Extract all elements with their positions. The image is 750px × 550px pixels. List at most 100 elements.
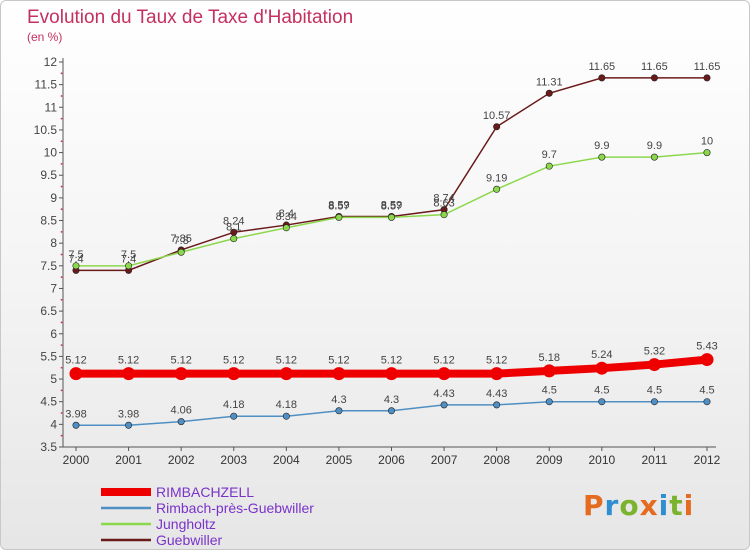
data-label: 5.12 <box>486 355 507 367</box>
data-label: 7.8 <box>174 235 189 247</box>
y-tick-label: 10 <box>44 146 58 160</box>
y-minor-tick <box>60 276 63 279</box>
y-minor-tick <box>60 412 63 414</box>
data-point <box>174 367 188 381</box>
data-point <box>440 401 448 409</box>
data-label: 5.18 <box>539 352 560 364</box>
data-point <box>387 213 395 221</box>
y-tick-label: 8.5 <box>40 214 57 228</box>
data-label: 11.65 <box>641 61 668 73</box>
data-point <box>387 407 395 415</box>
y-tick-label: 3.5 <box>40 440 57 454</box>
y-minor-tick <box>60 117 63 120</box>
data-label: 8.57 <box>328 200 349 212</box>
y-tick-label: 4.5 <box>40 395 57 409</box>
data-point <box>703 149 711 157</box>
data-label: 9.9 <box>647 140 662 152</box>
data-label: 5.12 <box>170 355 191 367</box>
data-point <box>177 248 185 256</box>
data-point <box>72 421 80 429</box>
data-point <box>335 213 343 221</box>
data-point <box>650 153 658 161</box>
chart-title: Evolution du Taux de Taxe d'Habitation <box>27 7 354 28</box>
legend-label: Guebwiller <box>156 532 222 548</box>
data-point <box>440 211 448 219</box>
y-minor-tick <box>60 389 63 392</box>
data-point <box>650 74 658 82</box>
data-label: 4.43 <box>433 388 454 400</box>
y-minor-tick <box>60 72 63 75</box>
data-label: 5.32 <box>644 346 665 358</box>
data-point <box>545 398 553 406</box>
y-tick-label: 10.5 <box>34 123 58 137</box>
data-label: 8.59 <box>381 199 402 211</box>
y-tick-label: 12 <box>44 55 58 69</box>
data-point <box>335 407 343 415</box>
y-minor-tick <box>60 140 63 143</box>
data-point <box>282 412 290 420</box>
data-label: 4.5 <box>647 385 662 397</box>
data-label: 4.5 <box>699 385 714 397</box>
data-label: 3.98 <box>118 408 139 420</box>
y-minor-tick <box>60 366 63 369</box>
data-label: 4.43 <box>486 388 507 400</box>
data-point <box>598 74 606 82</box>
x-tick-label: 2003 <box>220 453 247 467</box>
data-label: 5.12 <box>328 355 349 367</box>
data-label: 5.12 <box>118 355 139 367</box>
data-point <box>703 74 711 82</box>
y-minor-tick <box>60 163 63 165</box>
data-point <box>385 367 398 381</box>
y-tick-label: 4 <box>50 417 57 431</box>
data-label: 10.57 <box>483 110 511 122</box>
data-label: 7.5 <box>121 249 136 261</box>
data-point <box>437 367 451 381</box>
y-minor-tick <box>60 344 63 346</box>
data-point <box>490 367 504 381</box>
logo-letter: i <box>658 489 670 522</box>
data-label: 4.18 <box>223 399 244 411</box>
data-point <box>542 364 556 378</box>
data-point <box>69 367 83 381</box>
x-tick-label: 2012 <box>694 453 721 467</box>
x-tick-label: 2000 <box>63 453 90 467</box>
data-label: 8.34 <box>276 211 297 223</box>
logo-letter: o <box>619 489 640 522</box>
y-tick-label: 9 <box>50 191 57 205</box>
legend-label: Rimbach-près-Guebwiller <box>156 500 314 516</box>
data-point <box>72 262 80 270</box>
y-tick-label: 9.5 <box>40 168 57 182</box>
data-point <box>703 398 711 406</box>
data-point <box>595 361 609 375</box>
data-label: 5.24 <box>591 349 612 361</box>
data-label: 11.65 <box>588 61 615 73</box>
x-tick-label: 2002 <box>168 453 195 467</box>
data-label: 5.12 <box>223 355 244 367</box>
y-minor-tick <box>60 253 63 256</box>
y-tick-label: 6.5 <box>40 304 57 318</box>
x-tick-label: 2001 <box>115 453 142 467</box>
data-label: 4.06 <box>170 405 191 417</box>
data-label: 3.98 <box>65 408 86 420</box>
logo-letter: P <box>583 489 605 522</box>
data-label: 7.85 <box>170 233 191 245</box>
data-label: 11.31 <box>536 76 563 88</box>
data-label: 9.9 <box>594 140 609 152</box>
data-point <box>332 367 346 381</box>
y-tick-label: 11 <box>45 100 58 114</box>
logo-letter: i <box>683 489 695 522</box>
logo-letter: t <box>669 489 684 522</box>
data-label: 11.65 <box>694 61 721 73</box>
y-tick-label: 7.5 <box>40 259 57 273</box>
data-point <box>125 421 133 429</box>
x-tick-label: 2011 <box>642 453 668 467</box>
data-point <box>493 123 501 131</box>
data-label: 4.5 <box>594 385 609 397</box>
data-label: 8.24 <box>223 215 244 227</box>
y-minor-tick <box>60 208 63 211</box>
legend-label: Jungholtz <box>156 516 216 532</box>
data-point <box>545 162 553 170</box>
data-label: 4.5 <box>542 385 557 397</box>
y-tick-label: 7 <box>50 281 57 295</box>
data-label: 5.12 <box>433 355 454 367</box>
